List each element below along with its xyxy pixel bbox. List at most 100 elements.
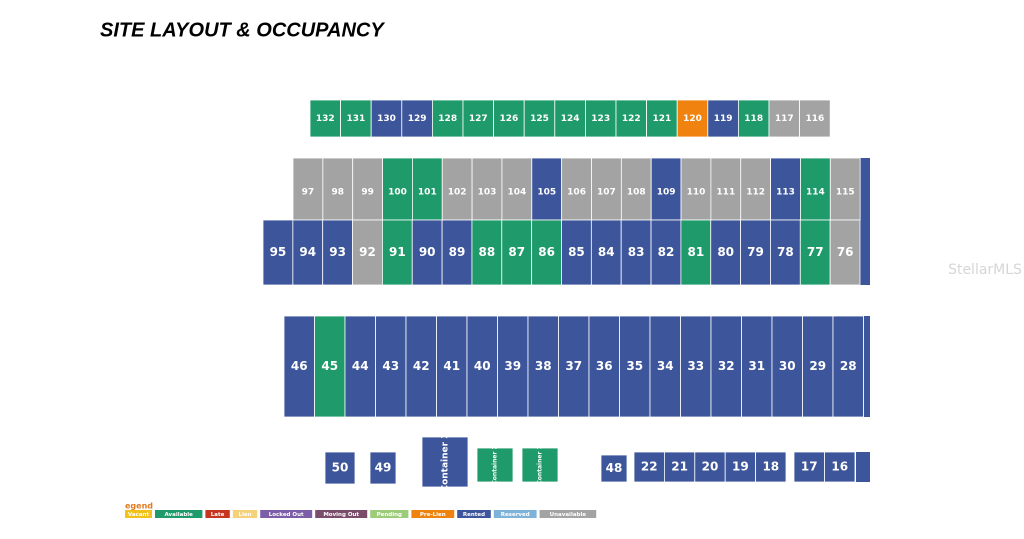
legend-label: Unavailable <box>550 512 587 518</box>
unit <box>588 315 620 418</box>
unit-label: 90 <box>419 245 436 259</box>
legend-swatch <box>232 510 258 518</box>
unit-label: 124 <box>561 114 580 124</box>
unit-label: 87 <box>508 245 525 259</box>
unit-label: 108 <box>627 188 646 198</box>
unit-label: 43 <box>382 359 399 373</box>
unit-label: 16 <box>831 460 848 474</box>
title: SITE LAYOUT & OCCUPANCY <box>100 19 385 41</box>
unit <box>620 219 652 286</box>
unit-label: 109 <box>657 188 676 198</box>
unit <box>309 99 342 138</box>
unit-label: 29 <box>809 359 826 373</box>
unit-label: 48 <box>606 461 623 475</box>
unit <box>755 451 787 483</box>
legend-label: Late <box>211 512 225 518</box>
unit <box>431 99 464 138</box>
unit <box>585 99 617 138</box>
unit-label: 18 <box>762 460 779 474</box>
watermark: StellarMLS <box>948 262 1022 278</box>
unit <box>436 315 468 418</box>
unit-label: 113 <box>776 188 795 198</box>
unit <box>771 315 803 418</box>
unit-label: 93 <box>329 245 346 259</box>
unit-label: 80 <box>717 245 734 259</box>
legend-swatch <box>370 510 409 518</box>
unit <box>829 157 861 221</box>
unit <box>558 315 590 418</box>
unit <box>619 315 651 418</box>
unit <box>521 447 559 483</box>
unit-label: 118 <box>744 114 763 124</box>
unit-label: 122 <box>622 114 641 124</box>
unit <box>829 219 861 286</box>
unit-label: 88 <box>479 245 496 259</box>
unit-label: 31 <box>748 359 765 373</box>
unit-label: 121 <box>653 114 672 124</box>
unit <box>738 99 770 138</box>
unit <box>600 454 628 483</box>
unit-label: 128 <box>438 114 457 124</box>
unit <box>441 157 473 221</box>
unit-label: 86 <box>538 245 555 259</box>
unit-label: 81 <box>687 245 704 259</box>
unit <box>493 99 525 138</box>
unit-label: 76 <box>837 245 854 259</box>
unit-label: 103 <box>478 188 497 198</box>
unit <box>770 157 801 221</box>
legend-swatch <box>155 510 203 518</box>
unit-label: 78 <box>777 245 794 259</box>
unit-label: 119 <box>714 114 733 124</box>
unit-label: Container 3 <box>441 432 451 491</box>
unit-label: 105 <box>537 188 556 198</box>
unit-label: 85 <box>568 245 585 259</box>
unit <box>676 99 709 138</box>
unit <box>615 99 648 138</box>
unit-label: 32 <box>718 359 735 373</box>
unit-label: 21 <box>671 460 688 474</box>
unit <box>401 99 433 138</box>
unit <box>497 315 529 418</box>
unit-label: 40 <box>474 359 491 373</box>
unit <box>710 315 742 418</box>
legend-label: Vacant <box>128 512 150 518</box>
legend-title: egend <box>125 502 153 511</box>
unit <box>322 157 354 221</box>
legend-label: Pending <box>377 512 402 518</box>
unit <box>770 219 801 286</box>
unit <box>283 315 315 418</box>
unit-label: 92 <box>359 245 376 259</box>
legend-swatch <box>411 510 455 518</box>
unit-label: 42 <box>413 359 430 373</box>
unit-label: 130 <box>377 114 396 124</box>
unit-label: 84 <box>598 245 615 259</box>
unit-label: 45 <box>321 359 338 373</box>
unit-label: 129 <box>408 114 427 124</box>
legend-swatch <box>205 510 230 518</box>
unit-label: 126 <box>500 114 519 124</box>
unit <box>370 99 403 138</box>
unit <box>421 436 469 488</box>
unit-label: 34 <box>657 359 674 373</box>
unit-label: 98 <box>332 188 345 198</box>
unit-label: Container 1 <box>537 445 544 484</box>
unit <box>344 315 376 418</box>
units: 132 131 130 129 128 127 126 125 124 123 122 121 120 1… <box>262 99 864 492</box>
unit <box>590 219 622 286</box>
unit <box>411 219 443 286</box>
partial-unit <box>860 158 870 285</box>
legend-label: Locked Out <box>269 512 304 518</box>
unit <box>799 99 831 138</box>
unit-label: 120 <box>683 114 702 124</box>
unit-label: 49 <box>375 461 392 475</box>
unit <box>375 315 407 418</box>
unit <box>646 99 678 138</box>
unit <box>832 315 864 418</box>
unit-label: 89 <box>449 245 466 259</box>
unit-label: 123 <box>591 114 610 124</box>
unit <box>476 447 514 483</box>
unit <box>441 219 473 286</box>
unit <box>561 219 592 286</box>
